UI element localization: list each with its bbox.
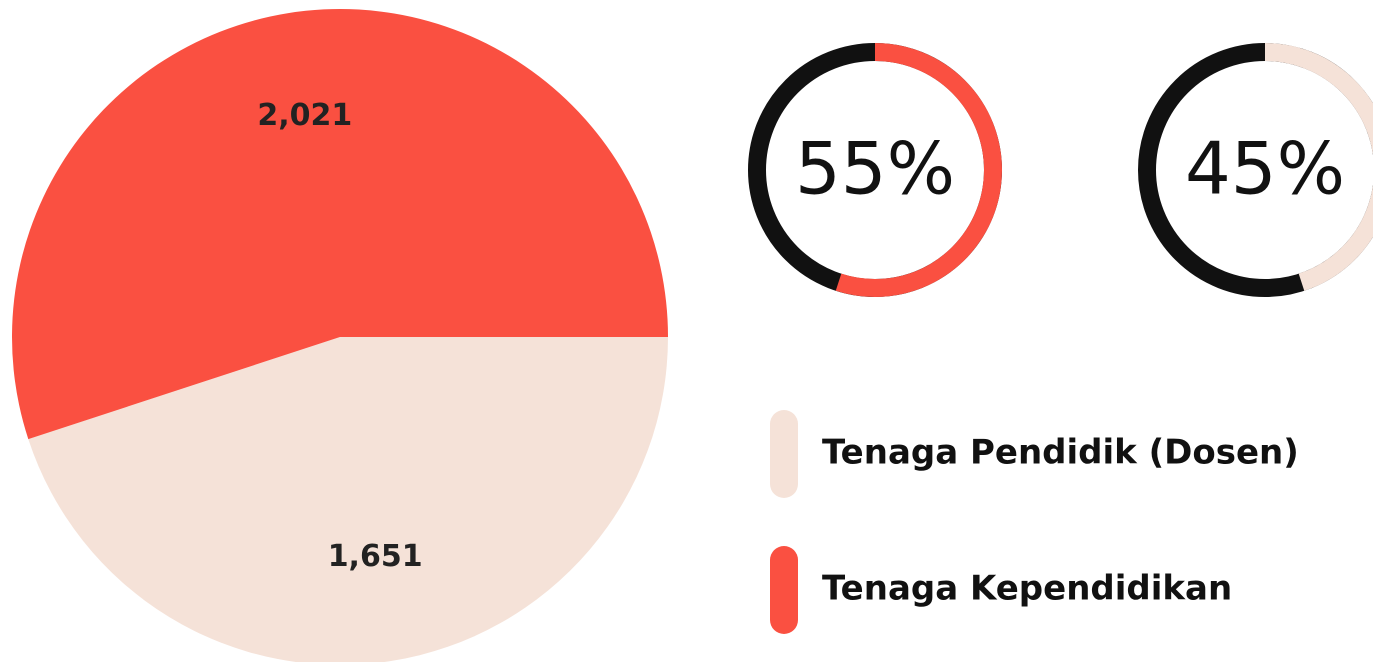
slice-label: 2,021	[257, 98, 352, 133]
pie-slice	[28, 337, 668, 662]
legend-swatch	[770, 410, 798, 498]
legend-label: Tenaga Pendidik (Dosen)	[822, 433, 1299, 473]
donut-label: 55%	[795, 127, 955, 211]
donut-arc	[835, 43, 1002, 297]
donut-label: 45%	[1185, 127, 1345, 211]
slice-label: 1,651	[328, 539, 423, 574]
donut-arc	[1264, 43, 1373, 291]
pie-slice	[11, 8, 668, 440]
legend-label: Tenaga Kependidikan	[822, 569, 1232, 609]
legend-swatch	[770, 546, 798, 634]
